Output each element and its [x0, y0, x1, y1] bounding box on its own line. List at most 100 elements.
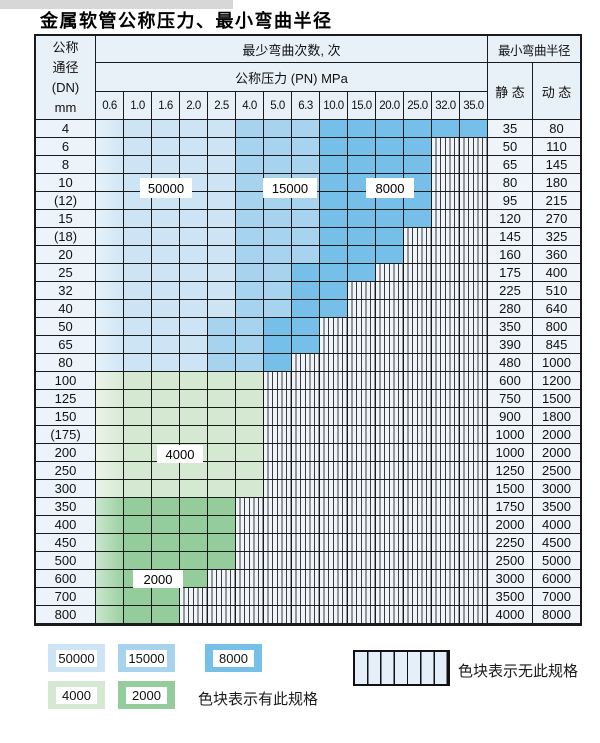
- cycle-cell-50000: [208, 300, 236, 318]
- static-radius-cell: 4000: [488, 606, 533, 624]
- no-spec-cell: [292, 534, 320, 552]
- no-spec-cell: [208, 570, 236, 588]
- no-spec-cell: [460, 264, 488, 282]
- dynamic-radius-cell: 6000: [533, 570, 580, 588]
- header-nominal-pressure: 公称压力 (PN) MPa: [96, 63, 488, 92]
- static-radius-cell: 175: [488, 264, 533, 282]
- static-radius-cell: 2500: [488, 552, 533, 570]
- no-spec-cell: [292, 570, 320, 588]
- dynamic-radius-cell: 80: [533, 120, 580, 138]
- cycle-cell-8000: [348, 120, 376, 138]
- no-spec-cell: [404, 426, 432, 444]
- no-spec-cell: [432, 516, 460, 534]
- cycle-cell-15000: [236, 246, 264, 264]
- no-spec-cell: [320, 462, 348, 480]
- no-spec-cell: [460, 552, 488, 570]
- static-radius-cell: 145: [488, 228, 533, 246]
- no-spec-cell: [236, 606, 264, 624]
- no-spec-cell: [376, 354, 404, 372]
- no-spec-cell: [264, 570, 292, 588]
- no-spec-cell: [348, 516, 376, 534]
- cycle-cell-2000: [124, 588, 152, 606]
- cycle-cell-50000: [180, 354, 208, 372]
- cycle-cell-50000: [180, 156, 208, 174]
- no-spec-cell: [348, 372, 376, 390]
- cycle-cell-8000: [320, 210, 348, 228]
- no-spec-cell: [404, 408, 432, 426]
- dn-cell: 250: [36, 462, 96, 480]
- no-spec-cell: [292, 372, 320, 390]
- static-radius-cell: 3000: [488, 570, 533, 588]
- no-spec-cell: [460, 156, 488, 174]
- cycle-cell-8000: [376, 210, 404, 228]
- no-spec-cell: [264, 588, 292, 606]
- dynamic-radius-cell: 4500: [533, 534, 580, 552]
- cycle-cell-4000: [152, 390, 180, 408]
- cycle-cell-50000: [152, 246, 180, 264]
- cycle-cell-50000: [96, 282, 124, 300]
- cycle-cell-50000: [208, 228, 236, 246]
- cycle-cell-2000: [96, 606, 124, 624]
- dn-cell: (175): [36, 426, 96, 444]
- cycle-cell-50000: [208, 156, 236, 174]
- no-spec-cell: [376, 570, 404, 588]
- dynamic-radius-cell: 3500: [533, 498, 580, 516]
- cycles-label-50000: 50000: [140, 178, 192, 198]
- no-spec-cell: [264, 408, 292, 426]
- static-radius-cell: 600: [488, 372, 533, 390]
- cycle-cell-15000: [236, 228, 264, 246]
- no-spec-cell: [432, 336, 460, 354]
- cycle-cell-2000: [96, 552, 124, 570]
- cycle-cell-15000: [236, 192, 264, 210]
- cycle-cell-8000: [320, 120, 348, 138]
- dynamic-radius-cell: 510: [533, 282, 580, 300]
- cycle-cell-4000: [236, 462, 264, 480]
- no-spec-cell: [460, 336, 488, 354]
- cycle-cell-15000: [236, 336, 264, 354]
- cycle-cell-8000: [348, 264, 376, 282]
- no-spec-cell: [404, 300, 432, 318]
- cycle-cell-4000: [236, 426, 264, 444]
- dn-cell: 600: [36, 570, 96, 588]
- cycle-cell-8000: [292, 264, 320, 282]
- cycle-cell-50000: [208, 174, 236, 192]
- cycle-cell-50000: [180, 228, 208, 246]
- cycle-cell-8000: [264, 336, 292, 354]
- dynamic-radius-cell: 2000: [533, 444, 580, 462]
- cycle-cell-8000: [376, 138, 404, 156]
- no-spec-cell: [320, 588, 348, 606]
- cycle-cell-15000: [264, 228, 292, 246]
- no-spec-cell: [376, 390, 404, 408]
- no-spec-cell: [348, 336, 376, 354]
- no-spec-cell: [320, 606, 348, 624]
- no-spec-cell: [320, 336, 348, 354]
- no-spec-cell: [460, 408, 488, 426]
- cycle-cell-15000: [236, 300, 264, 318]
- cycle-cell-50000: [124, 318, 152, 336]
- cycle-cell-2000: [152, 552, 180, 570]
- dynamic-radius-cell: 1800: [533, 408, 580, 426]
- cycle-cell-15000: [208, 336, 236, 354]
- no-spec-cell: [432, 210, 460, 228]
- no-spec-cell: [348, 444, 376, 462]
- dynamic-radius-cell: 640: [533, 300, 580, 318]
- dynamic-radius-cell: 7000: [533, 588, 580, 606]
- no-spec-cell: [432, 426, 460, 444]
- header-dynamic: 动 态: [533, 63, 580, 120]
- no-spec-cell: [348, 354, 376, 372]
- cycle-cell-50000: [124, 264, 152, 282]
- dn-cell: 150: [36, 408, 96, 426]
- pressure-tick: 4.0: [236, 92, 264, 120]
- cycle-cell-8000: [376, 156, 404, 174]
- cycle-cell-2000: [124, 516, 152, 534]
- no-spec-cell: [236, 588, 264, 606]
- no-spec-cell: [432, 174, 460, 192]
- cycle-cell-8000: [432, 120, 460, 138]
- cycle-cell-2000: [208, 498, 236, 516]
- static-radius-cell: 35: [488, 120, 533, 138]
- no-spec-cell: [264, 462, 292, 480]
- pressure-tick: 35.0: [460, 92, 488, 120]
- dn-cell: 125: [36, 390, 96, 408]
- no-spec-cell: [320, 570, 348, 588]
